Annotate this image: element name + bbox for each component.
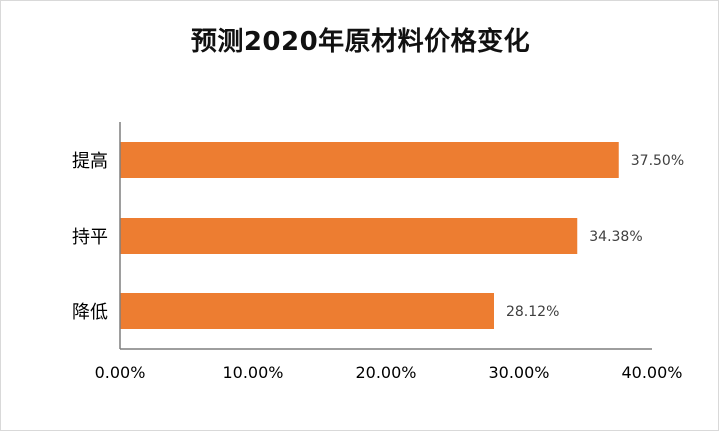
data-labels: 37.50% 34.38% 28.12% (506, 153, 684, 320)
category-label: 提高 (72, 151, 108, 172)
data-label: 28.12% (506, 304, 559, 320)
x-tick-label: 30.00% (488, 363, 549, 382)
category-label: 降低 (72, 302, 108, 323)
bar-1 (120, 142, 619, 178)
data-label: 34.38% (589, 229, 642, 245)
x-tick-label: 0.00% (95, 363, 146, 382)
bars-group (120, 142, 619, 329)
x-tick-label: 40.00% (621, 363, 682, 382)
x-tick-labels: 0.00% 10.00% 20.00% 30.00% 40.00% (95, 363, 683, 382)
data-label: 37.50% (631, 153, 684, 169)
x-tick-label: 10.00% (222, 363, 283, 382)
bar-3 (120, 293, 494, 329)
bar-2 (120, 218, 578, 254)
axes (119, 122, 652, 350)
category-label: 持平 (72, 227, 108, 248)
chart-title: 预测2020年原材料价格变化 (190, 27, 531, 57)
x-tick-label: 20.00% (355, 363, 416, 382)
